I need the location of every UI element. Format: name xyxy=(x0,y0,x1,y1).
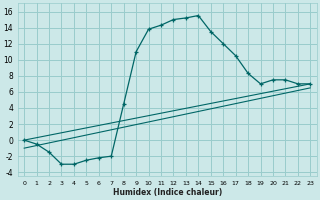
X-axis label: Humidex (Indice chaleur): Humidex (Indice chaleur) xyxy=(113,188,222,197)
